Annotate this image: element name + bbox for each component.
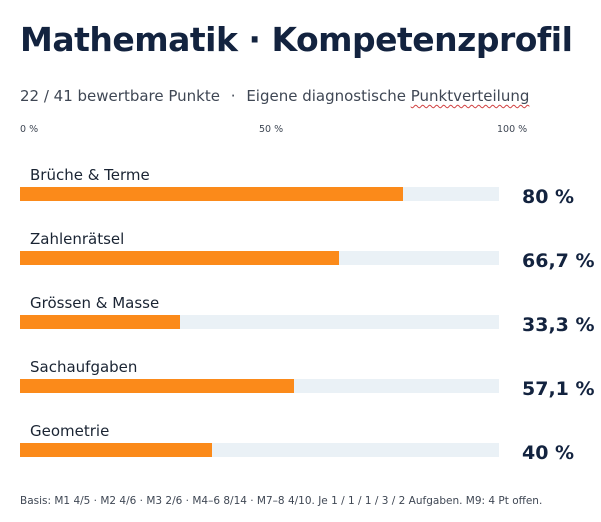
x-tick-label: 0 % (20, 124, 39, 135)
chart-title: Mathematik · Kompetenzprofil (20, 20, 573, 59)
category-label: Zahlenrätsel (30, 230, 125, 248)
bar (20, 315, 180, 329)
category-label: Grössen & Masse (30, 294, 160, 312)
category-label: Sachaufgaben (30, 358, 138, 376)
x-tick-label: 50 % (259, 124, 284, 135)
method-prefix: Eigene diagnostische (246, 87, 411, 105)
chart-subtitle: 22 / 41 bewertbare Punkte · Eigene diagn… (20, 87, 529, 105)
value-label: 40 % (522, 442, 575, 464)
x-tick-label: 100 % (497, 124, 528, 135)
value-label: 66,7 % (522, 250, 595, 272)
footnote: Basis: M1 4/5 · M2 4/6 · M3 2/6 · M4–6 8… (20, 495, 543, 507)
value-label: 57,1 % (522, 378, 595, 400)
bar (20, 187, 404, 201)
bar-track (20, 187, 499, 201)
bar (20, 443, 212, 457)
bar-track (20, 379, 499, 393)
bar-track (20, 251, 499, 265)
method-word: Punktverteilung (410, 87, 530, 105)
category-label: Brüche & Terme (30, 166, 150, 184)
bar (20, 251, 340, 265)
bar-track (20, 443, 499, 457)
bar-track (20, 315, 499, 329)
bar (20, 379, 294, 393)
value-label: 33,3 % (522, 314, 595, 336)
points-count: 22 / 41 bewertbare Punkte (20, 87, 220, 105)
value-label: 80 % (522, 186, 575, 208)
category-label: Geometrie (30, 422, 110, 440)
subtitle-separator: · (230, 87, 236, 105)
